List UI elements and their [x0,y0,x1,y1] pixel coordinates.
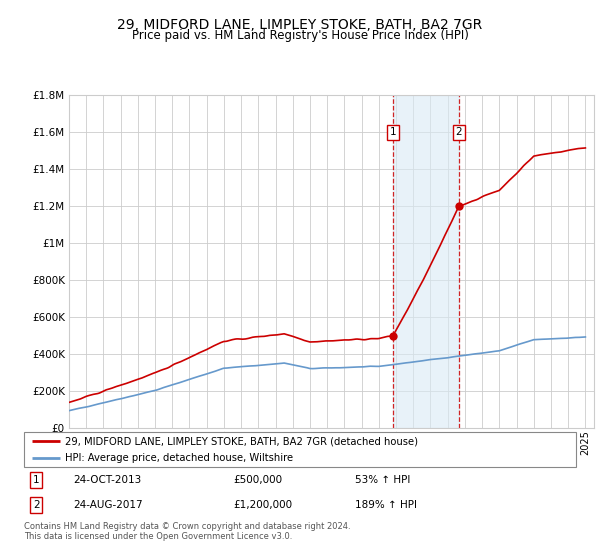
Text: 29, MIDFORD LANE, LIMPLEY STOKE, BATH, BA2 7GR: 29, MIDFORD LANE, LIMPLEY STOKE, BATH, B… [118,18,482,32]
Text: 53% ↑ HPI: 53% ↑ HPI [355,475,410,485]
Text: Contains HM Land Registry data © Crown copyright and database right 2024.: Contains HM Land Registry data © Crown c… [24,522,350,531]
Text: 1: 1 [389,127,396,137]
Text: HPI: Average price, detached house, Wiltshire: HPI: Average price, detached house, Wilt… [65,454,293,463]
Text: £500,000: £500,000 [234,475,283,485]
Text: Price paid vs. HM Land Registry's House Price Index (HPI): Price paid vs. HM Land Registry's House … [131,29,469,42]
Bar [393,95,459,428]
Text: This data is licensed under the Open Government Licence v3.0.: This data is licensed under the Open Gov… [24,532,292,541]
Text: 1: 1 [33,475,40,485]
FancyBboxPatch shape [24,432,576,467]
Text: 24-OCT-2013: 24-OCT-2013 [74,475,142,485]
Text: 24-AUG-2017: 24-AUG-2017 [74,500,143,510]
Text: 29, MIDFORD LANE, LIMPLEY STOKE, BATH, BA2 7GR (detached house): 29, MIDFORD LANE, LIMPLEY STOKE, BATH, B… [65,436,418,446]
Text: 2: 2 [33,500,40,510]
Text: 189% ↑ HPI: 189% ↑ HPI [355,500,417,510]
Text: £1,200,000: £1,200,000 [234,500,293,510]
Text: 2: 2 [455,127,462,137]
